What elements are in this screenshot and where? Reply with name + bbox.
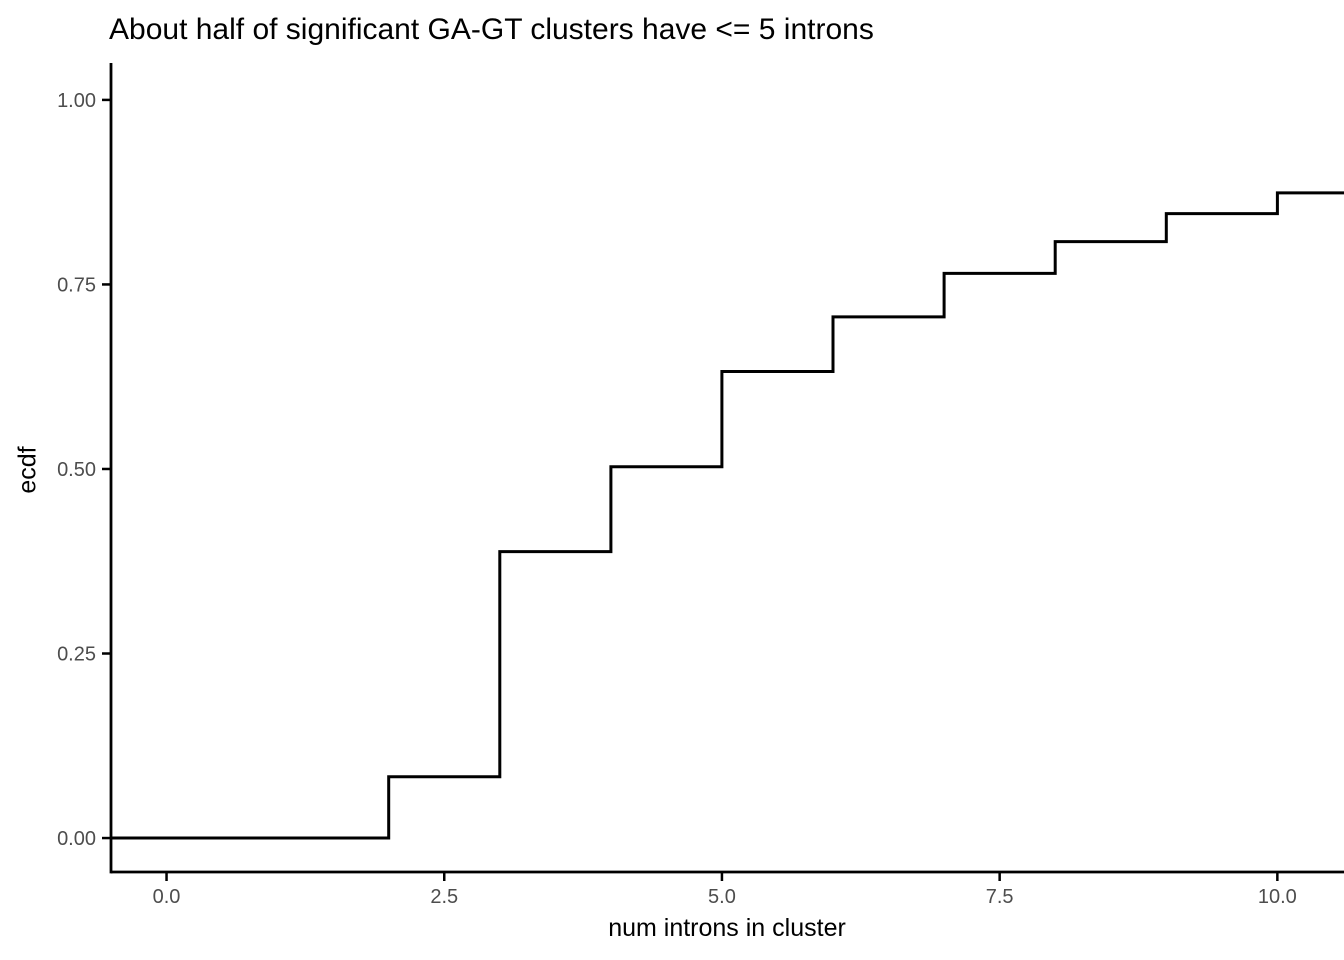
x-tick-label: 10.0 [1258, 886, 1297, 908]
y-tick-label: 1.00 [57, 90, 96, 112]
x-tick-label: 7.5 [986, 886, 1014, 908]
x-tick-label: 0.0 [153, 886, 181, 908]
y-tick-label: 0.50 [57, 459, 96, 481]
x-tick-label: 2.5 [430, 886, 458, 908]
y-tick-label: 0.25 [57, 644, 96, 666]
chart-title: About half of significant GA-GT clusters… [109, 13, 874, 46]
y-tick-label: 0.75 [57, 274, 96, 296]
ecdf-step-line [111, 191, 1344, 840]
y-axis-title: ecdf [13, 446, 42, 494]
y-tick-label: 0.00 [57, 828, 96, 850]
x-axis-title: num introns in cluster [608, 914, 846, 942]
x-tick-label: 5.0 [708, 886, 736, 908]
